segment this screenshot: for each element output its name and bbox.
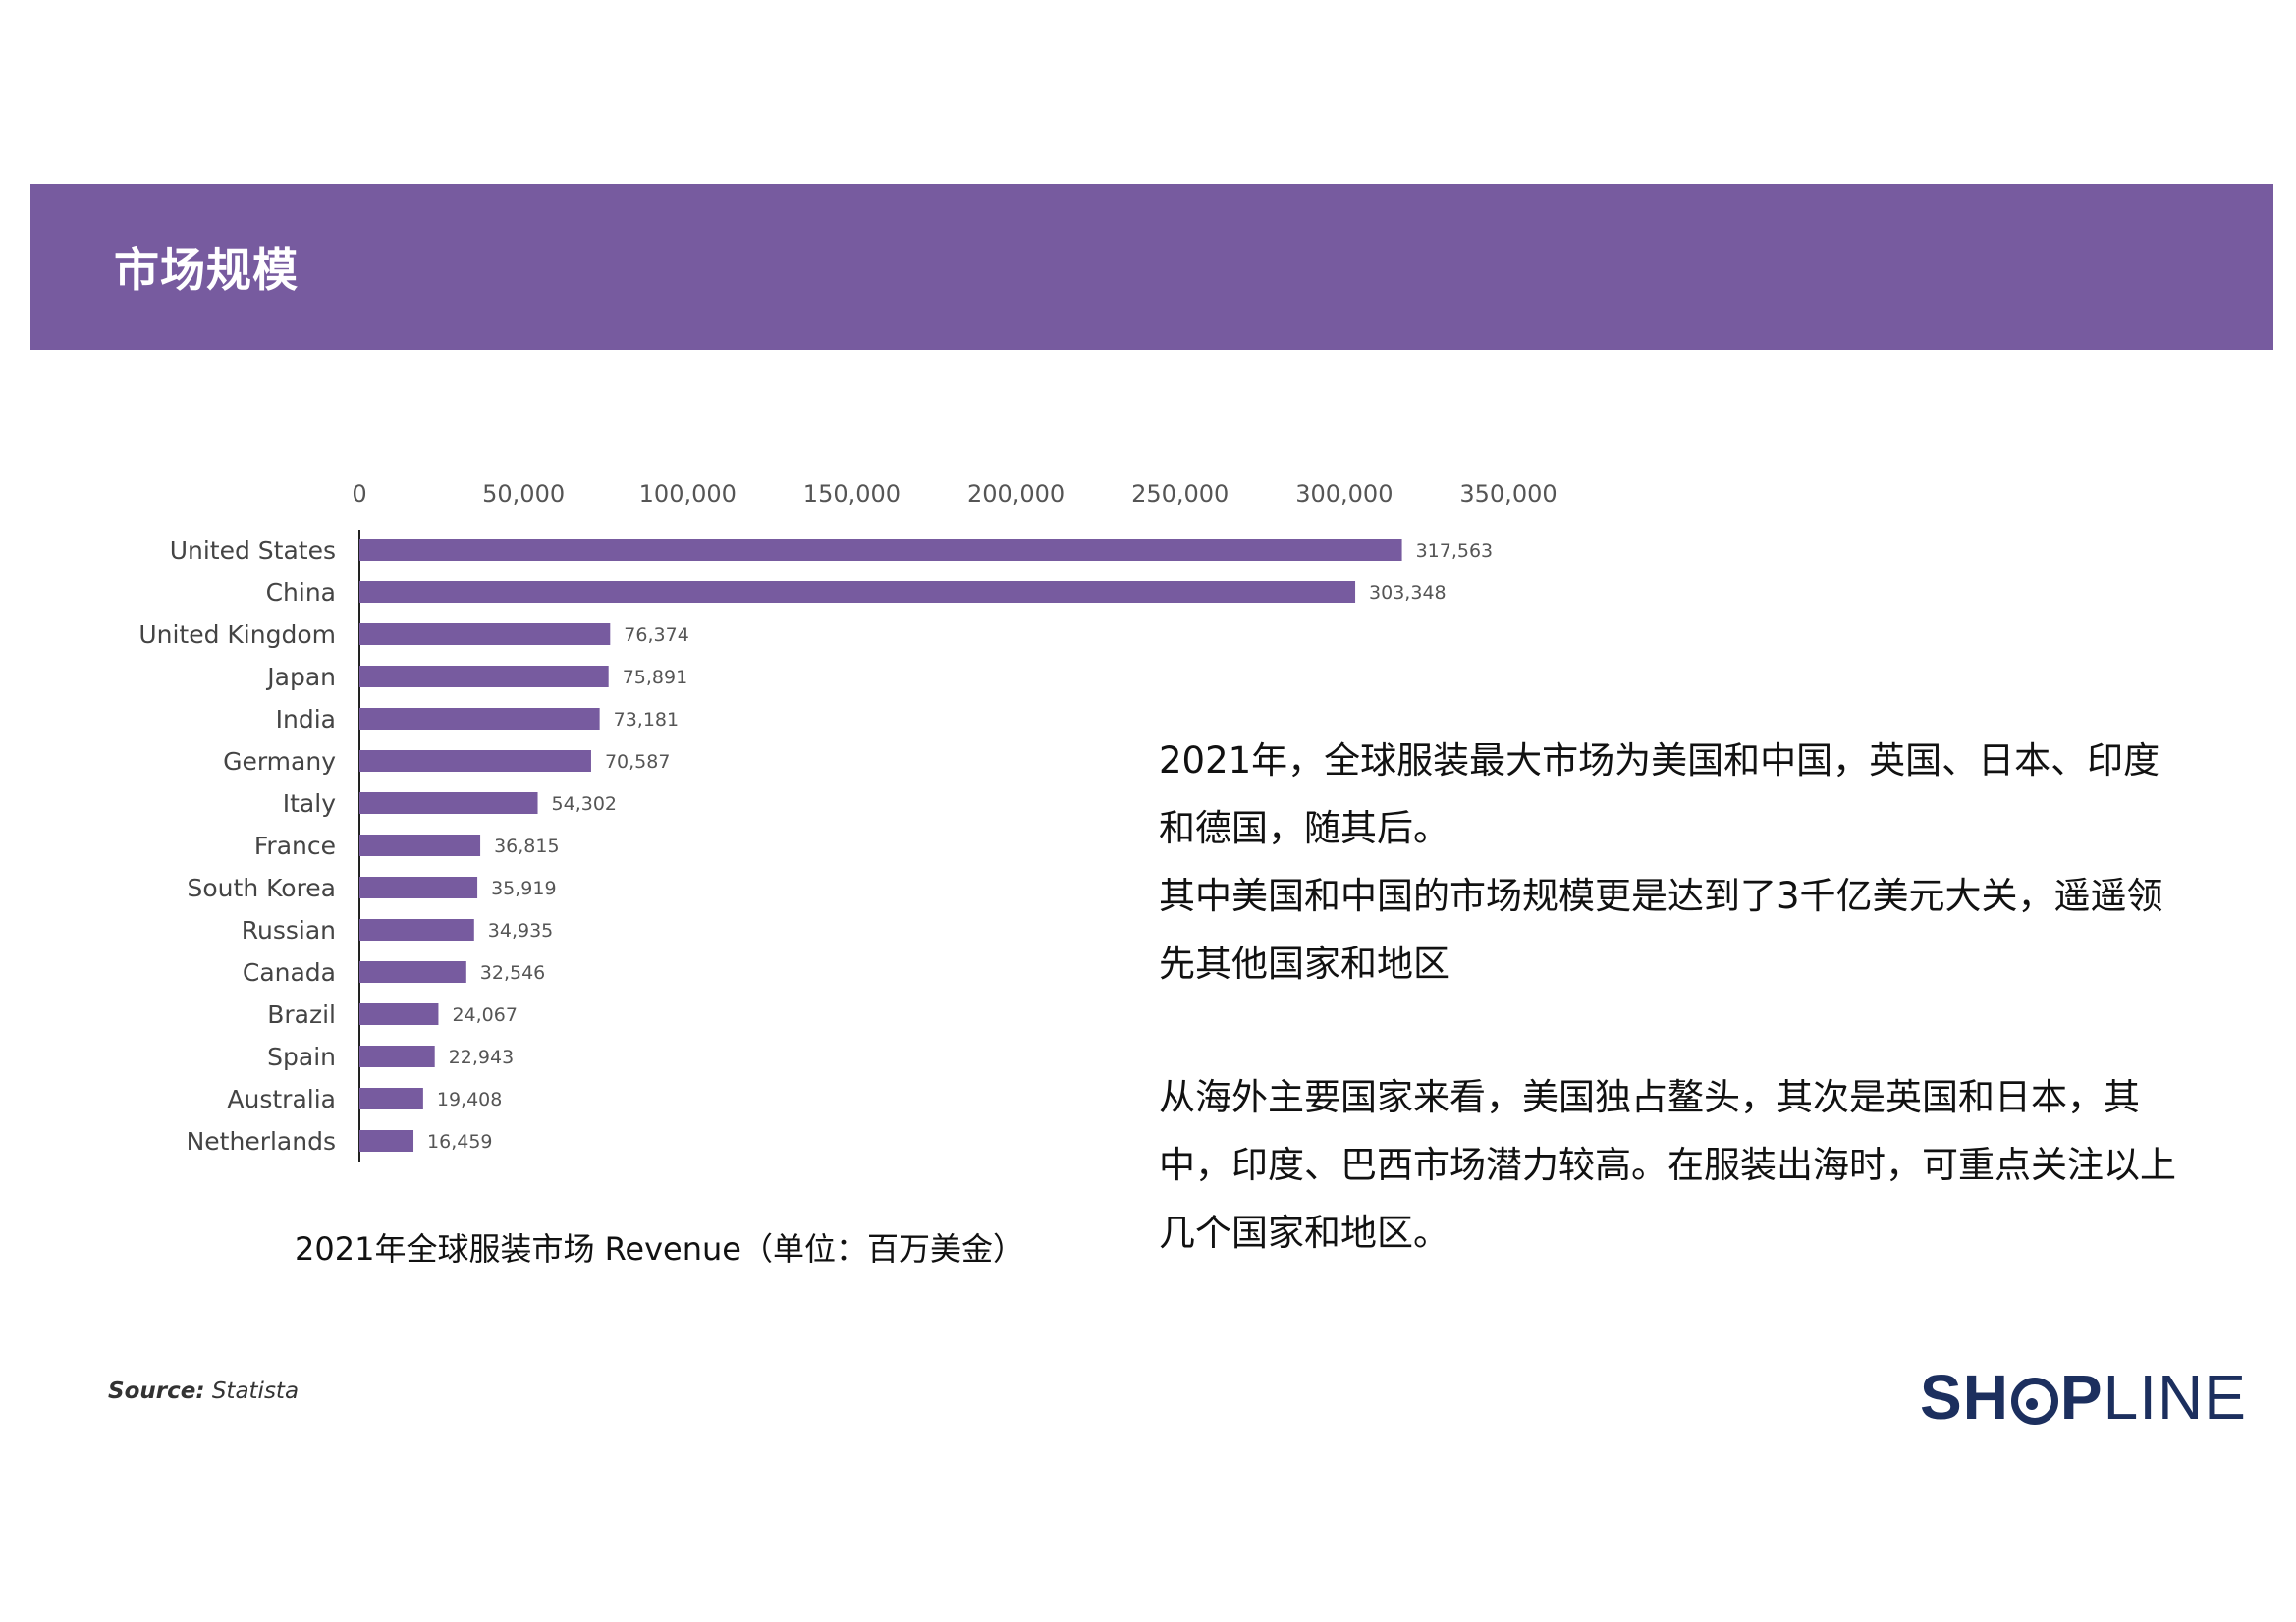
category-label-united-states: United States [170, 536, 336, 565]
source-note: Source: Statista [108, 1379, 299, 1404]
value-label-australia: 19,408 [437, 1089, 502, 1110]
page-title: 市场规模 [114, 243, 299, 297]
shopline-logo: SH PLINE [1920, 1363, 2247, 1432]
logo-o-icon [2010, 1378, 2058, 1425]
category-label-australia: Australia [227, 1085, 336, 1113]
chart-caption: 2021年全球服装市场 Revenue（单位：百万美金） [295, 1230, 1024, 1268]
value-label-spain: 22,943 [449, 1047, 514, 1068]
bar-italy [359, 792, 538, 814]
x-tick-label: 200,000 [967, 480, 1065, 508]
category-label-canada: Canada [243, 958, 336, 987]
value-label-south-korea: 35,919 [491, 878, 556, 899]
x-tick-label: 250,000 [1131, 480, 1229, 508]
x-tick-label: 300,000 [1295, 480, 1393, 508]
category-label-china: China [266, 578, 336, 607]
bar-china [359, 581, 1356, 603]
bar-brazil [359, 1003, 439, 1025]
category-label-russian: Russian [242, 916, 336, 945]
value-label-france: 36,815 [494, 836, 559, 857]
category-label-germany: Germany [223, 747, 336, 776]
bar-canada [359, 961, 466, 983]
bar-united-states [359, 539, 1402, 561]
value-label-india: 73,181 [614, 709, 679, 730]
summary-line-2: 其中美国和中国的市场规模更是达到了3千亿美元大关，遥遥领先其他国家和地区 [1159, 875, 2163, 985]
x-tick-label: 50,000 [482, 480, 565, 508]
x-tick-label: 0 [352, 480, 366, 508]
value-label-united-kingdom: 76,374 [624, 624, 688, 646]
bar-netherlands [359, 1130, 414, 1152]
bar-south-korea [359, 877, 478, 898]
value-label-japan: 75,891 [623, 667, 687, 688]
bar-france [359, 835, 481, 856]
bar-germany [359, 750, 591, 772]
category-label-united-kingdom: United Kingdom [138, 621, 336, 649]
bar-spain [359, 1046, 435, 1067]
source-value: Statista [211, 1379, 300, 1404]
bar-india [359, 708, 600, 730]
value-label-germany: 70,587 [605, 751, 670, 773]
value-label-russian: 34,935 [488, 920, 553, 942]
x-tick-label: 150,000 [803, 480, 901, 508]
category-label-netherlands: Netherlands [187, 1127, 336, 1156]
bar-united-kingdom [359, 623, 611, 645]
summary-line-3: 从海外主要国家来看，美国独占鳌头，其次是英国和日本，其中，印度、巴西市场潜力较高… [1159, 1076, 2176, 1254]
bar-russian [359, 919, 474, 941]
bar-japan [359, 666, 609, 687]
summary-line-1: 2021年，全球服装最大市场为美国和中国，英国、日本、印度和德国，随其后。 [1159, 739, 2160, 849]
bar-australia [359, 1088, 423, 1109]
summary-paragraph-1: 2021年，全球服装最大市场为美国和中国，英国、日本、印度和德国，随其后。 其中… [1159, 727, 2190, 998]
logo-text-p: P [2059, 1362, 2104, 1433]
category-label-south-korea: South Korea [188, 874, 336, 902]
x-tick-label: 100,000 [639, 480, 737, 508]
summary-paragraph-2: 从海外主要国家来看，美国独占鳌头，其次是英国和日本，其中，印度、巴西市场潜力较高… [1159, 1063, 2190, 1267]
value-label-italy: 54,302 [552, 793, 617, 815]
value-label-canada: 32,546 [480, 962, 545, 984]
value-label-united-states: 317,563 [1416, 540, 1494, 562]
logo-text-left: SH [1920, 1362, 2009, 1433]
value-label-brazil: 24,067 [452, 1004, 517, 1026]
category-label-brazil: Brazil [267, 1000, 336, 1029]
category-label-italy: Italy [283, 789, 336, 818]
value-label-netherlands: 16,459 [427, 1131, 492, 1153]
value-label-china: 303,348 [1369, 582, 1447, 604]
category-label-spain: Spain [267, 1043, 336, 1071]
category-label-france: France [254, 832, 336, 860]
logo-text-right: LINE [2103, 1362, 2247, 1433]
header-bar: 市场规模 [30, 184, 2273, 350]
category-label-india: India [276, 705, 336, 733]
category-label-japan: Japan [265, 663, 336, 691]
x-tick-label: 350,000 [1459, 480, 1557, 508]
source-label: Source: [108, 1379, 205, 1404]
